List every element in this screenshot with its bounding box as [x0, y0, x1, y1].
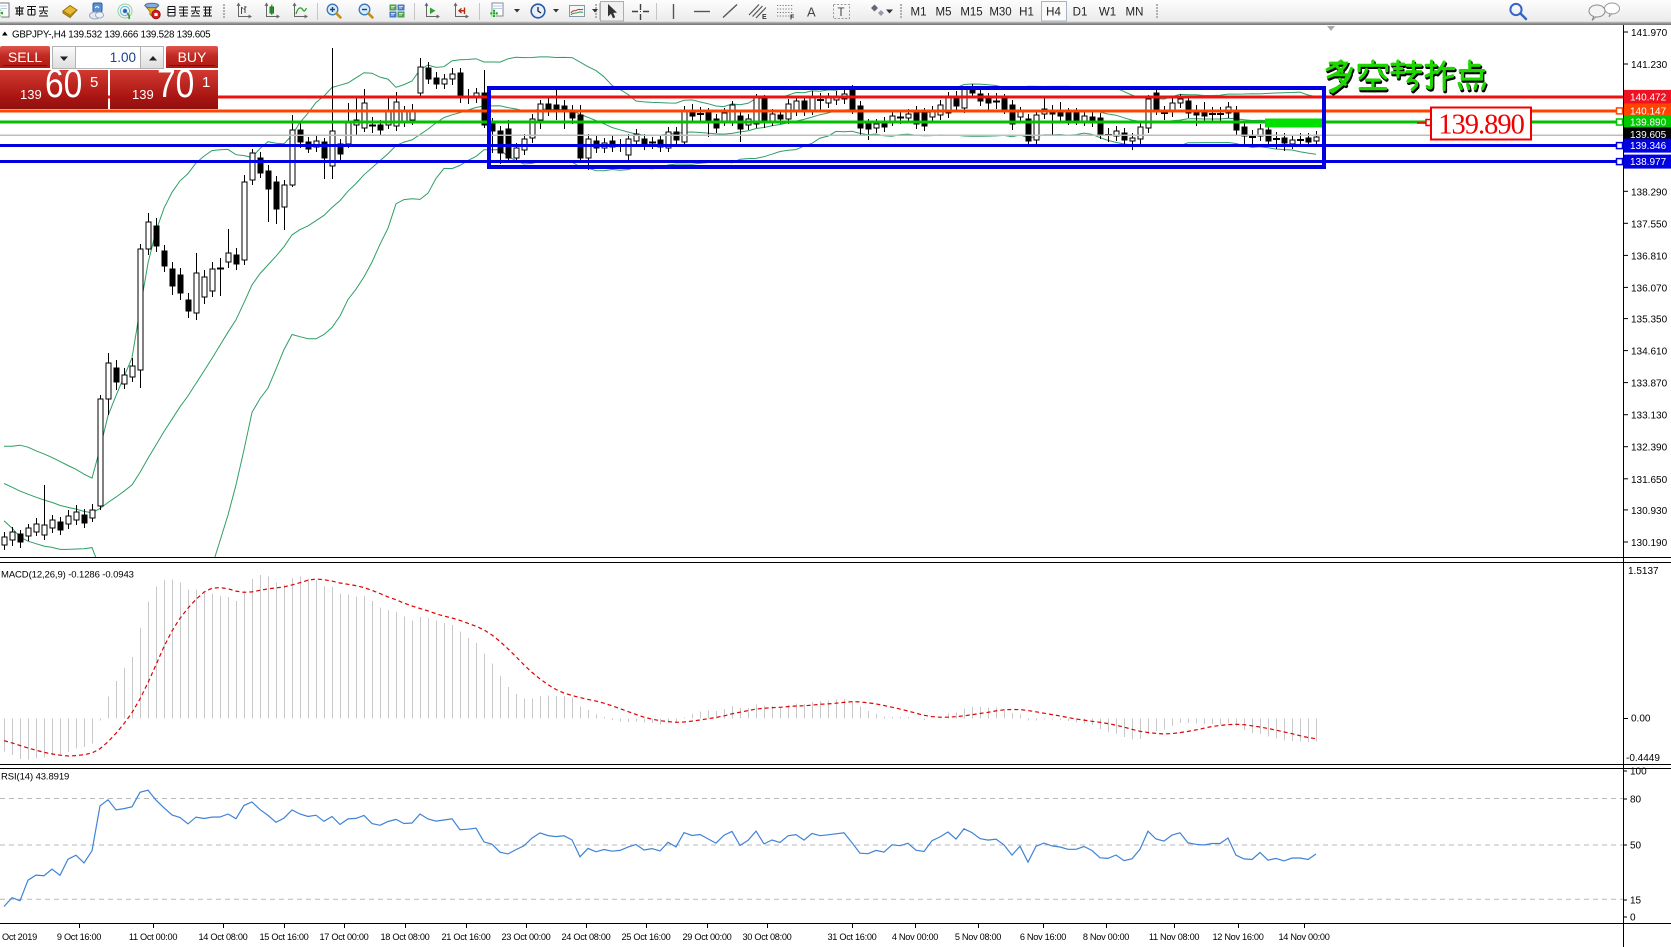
svg-text:8 Nov 00:00: 8 Nov 00:00	[1083, 932, 1129, 942]
svg-text:134.610: 134.610	[1631, 347, 1668, 358]
svg-text:4 Nov 00:00: 4 Nov 00:00	[892, 932, 938, 942]
svg-text:M5: M5	[936, 7, 952, 19]
svg-text:23 Oct 00:00: 23 Oct 00:00	[501, 932, 550, 942]
svg-text:14 Oct 08:00: 14 Oct 08:00	[198, 932, 247, 942]
svg-text:15: 15	[1630, 896, 1642, 907]
svg-text:139.346: 139.346	[1630, 141, 1667, 152]
svg-text:138.977: 138.977	[1630, 157, 1667, 168]
svg-text:5 Nov 08:00: 5 Nov 08:00	[955, 932, 1001, 942]
svg-text:T: T	[838, 7, 845, 19]
svg-text:M1: M1	[911, 7, 927, 19]
svg-text:0.00: 0.00	[1631, 714, 1651, 725]
svg-text:141.230: 141.230	[1631, 60, 1668, 71]
svg-text:137.550: 137.550	[1631, 219, 1668, 230]
svg-text:A: A	[807, 5, 816, 20]
svg-text:30 Oct 08:00: 30 Oct 08:00	[742, 932, 791, 942]
svg-text:MACD(12,26,9) -0.1286 -0.0943: MACD(12,26,9) -0.1286 -0.0943	[1, 570, 134, 581]
svg-text:133.130: 133.130	[1631, 411, 1668, 422]
svg-text:M15: M15	[960, 7, 982, 19]
svg-text:0: 0	[1630, 913, 1636, 924]
svg-text:H4: H4	[1046, 7, 1061, 19]
svg-text:132.390: 132.390	[1631, 443, 1668, 454]
svg-text:-0.4449: -0.4449	[1626, 753, 1660, 764]
svg-text:RSI(14) 43.8919: RSI(14) 43.8919	[1, 772, 69, 783]
svg-text:11 Nov 08:00: 11 Nov 08:00	[1149, 932, 1200, 942]
svg-text:50: 50	[1630, 841, 1642, 852]
svg-text:M30: M30	[989, 7, 1011, 19]
svg-text:131.650: 131.650	[1631, 475, 1668, 486]
svg-text:MN: MN	[1126, 7, 1144, 19]
svg-text:12 Nov 16:00: 12 Nov 16:00	[1212, 932, 1263, 942]
svg-text:9 Oct 16:00: 9 Oct 16:00	[57, 932, 101, 942]
svg-text:14 Nov 00:00: 14 Nov 00:00	[1278, 932, 1329, 942]
svg-text:GBPJPY-,H4 139.532 139.666 13: GBPJPY-,H4 139.532 139.666 139.528 139.6…	[12, 30, 211, 41]
svg-text:80: 80	[1630, 795, 1642, 806]
svg-text:31 Oct 16:00: 31 Oct 16:00	[827, 932, 876, 942]
svg-text:140.147: 140.147	[1630, 106, 1667, 117]
svg-text:140.472: 140.472	[1630, 92, 1667, 103]
svg-text:15 Oct 16:00: 15 Oct 16:00	[259, 932, 308, 942]
svg-text:6 Nov 16:00: 6 Nov 16:00	[1020, 932, 1066, 942]
svg-text:18 Oct 08:00: 18 Oct 08:00	[380, 932, 429, 942]
svg-text:E: E	[762, 14, 767, 21]
svg-text:139.890: 139.890	[1630, 118, 1667, 129]
svg-text:136.810: 136.810	[1631, 251, 1668, 262]
svg-text:139.605: 139.605	[1630, 130, 1667, 141]
svg-text:11 Oct 00:00: 11 Oct 00:00	[129, 932, 178, 942]
svg-text:135.350: 135.350	[1631, 315, 1668, 326]
svg-text:24 Oct 08:00: 24 Oct 08:00	[561, 932, 610, 942]
svg-text:130.930: 130.930	[1631, 506, 1668, 517]
svg-text:133.870: 133.870	[1631, 379, 1668, 390]
svg-text:H1: H1	[1019, 7, 1034, 19]
svg-text:W1: W1	[1099, 7, 1116, 19]
svg-text:136.070: 136.070	[1631, 283, 1668, 294]
svg-text:29 Oct 00:00: 29 Oct 00:00	[682, 932, 731, 942]
svg-text:138.290: 138.290	[1631, 187, 1668, 198]
svg-text:139.890: 139.890	[1438, 110, 1524, 141]
svg-text:100: 100	[1630, 767, 1647, 778]
svg-text:Oct 2019: Oct 2019	[2, 932, 37, 942]
svg-text:141.970: 141.970	[1631, 28, 1668, 39]
svg-text:17 Oct 00:00: 17 Oct 00:00	[319, 932, 368, 942]
svg-text:1.5137: 1.5137	[1628, 566, 1659, 577]
svg-text:25 Oct 16:00: 25 Oct 16:00	[621, 932, 670, 942]
svg-text:D1: D1	[1073, 7, 1088, 19]
svg-text:130.190: 130.190	[1631, 538, 1668, 549]
svg-text:F: F	[790, 15, 795, 22]
svg-text:21 Oct 16:00: 21 Oct 16:00	[441, 932, 490, 942]
